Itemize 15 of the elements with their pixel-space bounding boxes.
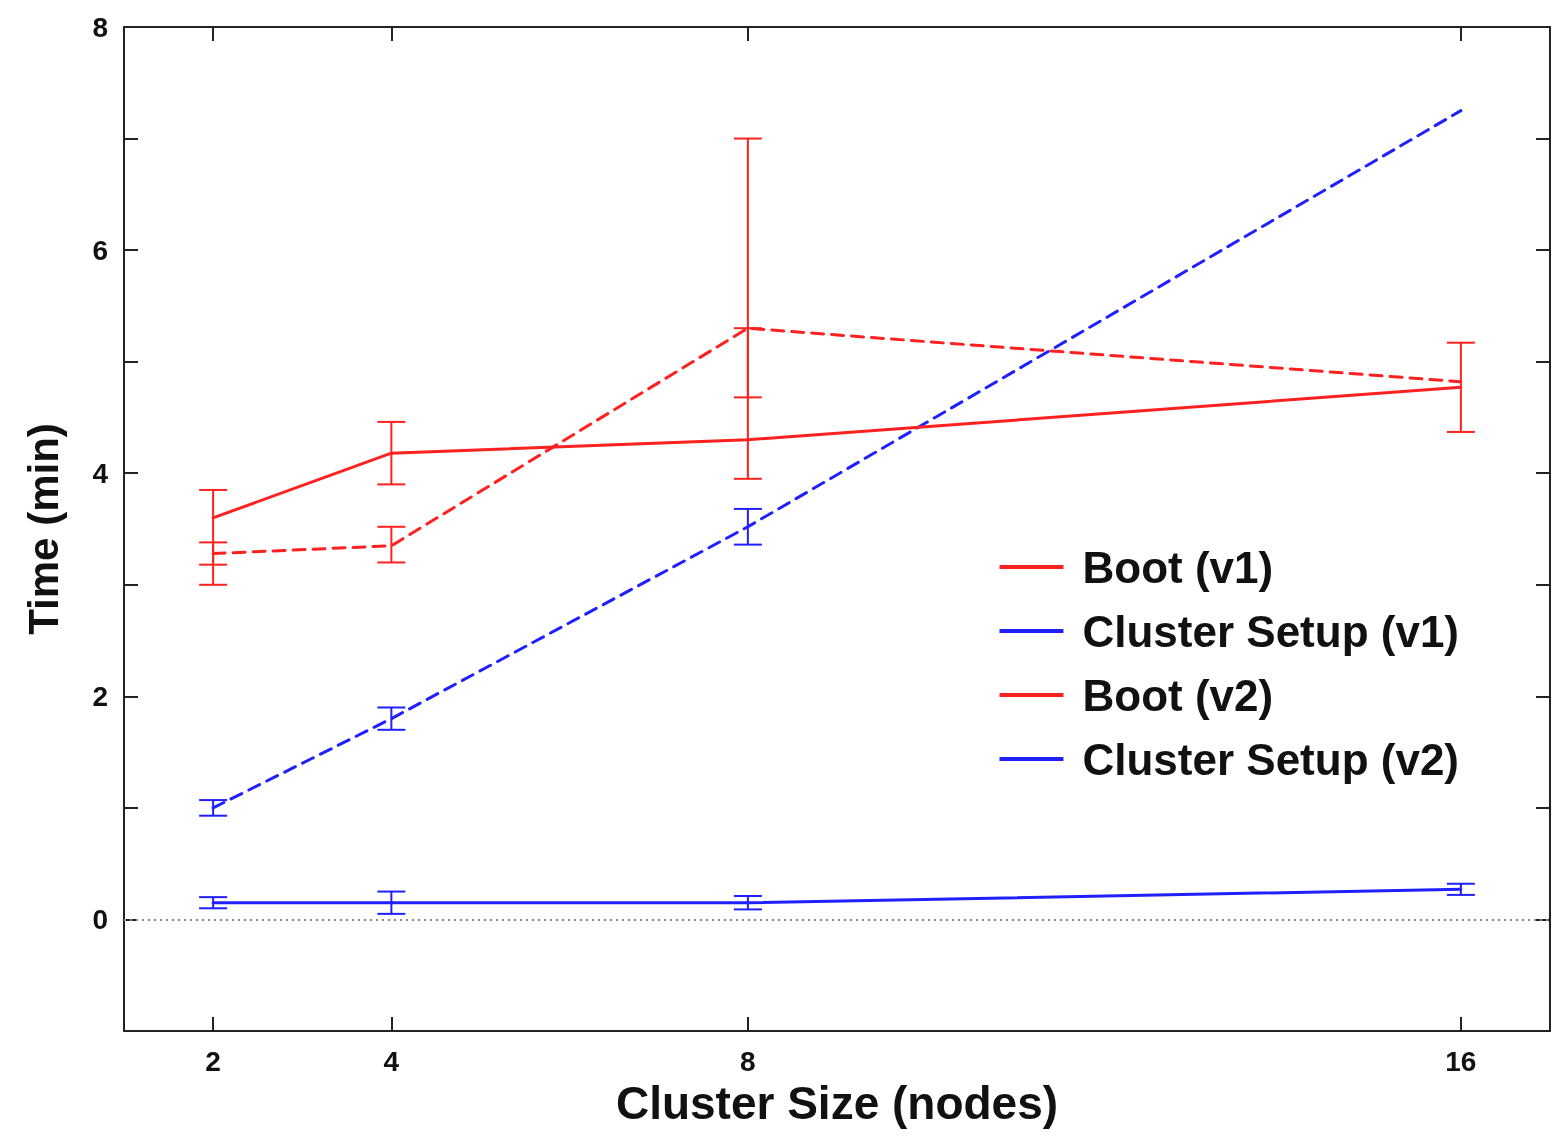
y-tick-label: 0 <box>92 903 108 935</box>
legend-label: Cluster Setup (v2) <box>1082 734 1459 784</box>
legend-label: Boot (v1) <box>1082 542 1274 592</box>
y-tick-label: 2 <box>92 680 108 712</box>
x-tick-label: 8 <box>740 1045 756 1077</box>
x-tick-label: 16 <box>1445 1045 1477 1077</box>
x-axis-title: Cluster Size (nodes) <box>615 1076 1059 1129</box>
legend-label: Cluster Setup (v1) <box>1082 606 1459 656</box>
y-tick-label: 6 <box>92 234 108 266</box>
x-tick-label: 2 <box>205 1045 221 1077</box>
legend-label: Boot (v2) <box>1082 670 1274 720</box>
y-axis-title: Time (min) <box>19 423 67 635</box>
x-tick-label: 4 <box>383 1045 400 1077</box>
y-tick-label: 4 <box>92 457 109 489</box>
y-tick-label: 8 <box>92 11 108 43</box>
